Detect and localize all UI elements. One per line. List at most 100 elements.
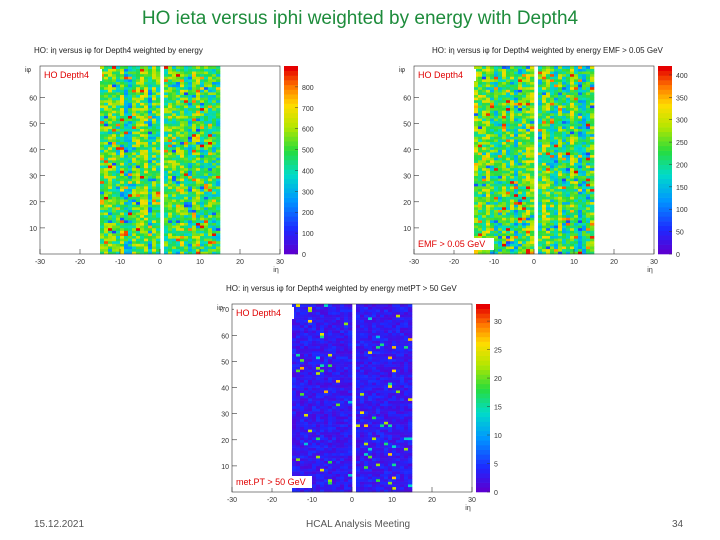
heatmap-cell <box>208 220 213 223</box>
heatmap-cell <box>518 222 523 226</box>
heatmap-cell <box>542 238 547 242</box>
heatmap-cell <box>104 76 109 80</box>
heatmap-cell <box>100 186 105 190</box>
heatmap-cell <box>554 99 559 103</box>
heatmap-cell <box>200 115 205 119</box>
heatmap-cell <box>164 136 169 140</box>
heatmap-cell <box>136 139 141 143</box>
heatmap-cell <box>538 251 543 255</box>
heatmap-cell <box>168 246 173 250</box>
heatmap-cell <box>562 84 567 88</box>
heatmap-cell <box>128 251 133 255</box>
heatmap-cell <box>542 251 547 255</box>
heatmap-cell <box>168 141 173 145</box>
heatmap-cell <box>168 201 173 205</box>
heatmap-cell <box>312 460 317 464</box>
heatmap-cell <box>518 94 523 98</box>
heatmap-cell <box>546 97 551 101</box>
heatmap-cell <box>156 144 161 148</box>
heatmap-cell <box>494 188 499 192</box>
heatmap-cell <box>176 94 181 98</box>
heatmap-cell <box>292 442 297 446</box>
heatmap-cell <box>590 183 595 187</box>
heatmap-cell <box>316 382 321 386</box>
heatmap-cell <box>316 405 321 409</box>
heatmap-cell <box>192 86 197 90</box>
heatmap-cell <box>546 84 551 88</box>
heatmap-cell <box>518 165 523 169</box>
heatmap-cell <box>538 157 543 161</box>
heatmap-cell <box>570 227 575 231</box>
heatmap-cell <box>212 222 217 226</box>
heatmap-cell <box>172 170 177 174</box>
heatmap-cell <box>486 154 491 158</box>
colorbar-swatch <box>284 141 298 147</box>
colorbar-swatch <box>284 216 298 222</box>
heatmap-cell <box>498 248 503 252</box>
heatmap-cell <box>510 73 515 77</box>
heatmap-cell <box>132 131 137 135</box>
heatmap-cell <box>100 160 105 163</box>
heatmap-cell <box>590 110 595 114</box>
heatmap-cell <box>128 133 133 137</box>
heatmap-cell <box>128 73 133 77</box>
heatmap-cell <box>494 99 499 103</box>
heatmap-cell <box>478 110 483 114</box>
heatmap-cell <box>494 251 499 255</box>
heatmap-cell <box>104 123 109 127</box>
heatmap-cell <box>312 468 317 472</box>
heatmap-cell <box>128 66 133 69</box>
heatmap-cell <box>474 113 479 116</box>
heatmap-cell <box>132 207 137 210</box>
heatmap-cell <box>176 227 181 231</box>
heatmap-cell <box>498 204 503 208</box>
colorbar-swatch <box>658 202 672 208</box>
heatmap-cell <box>204 107 209 111</box>
heatmap-cell <box>502 79 507 82</box>
heatmap-cell <box>494 154 499 158</box>
heatmap-cell <box>546 173 551 176</box>
heatmap-cell <box>490 68 495 72</box>
heatmap-cell <box>116 68 121 72</box>
heatmap-cell <box>200 220 205 223</box>
heatmap-cell <box>216 128 221 132</box>
heatmap-cell <box>494 160 499 163</box>
heatmap-cell <box>586 220 591 223</box>
heatmap-cell <box>308 309 313 313</box>
heatmap-cell <box>172 113 177 116</box>
heatmap-cell <box>172 173 177 176</box>
heatmap-cell <box>566 152 571 156</box>
heatmap-cell <box>152 165 157 169</box>
heatmap-cell <box>292 395 297 399</box>
heatmap-cell <box>490 207 495 210</box>
heatmap-cell <box>116 199 121 203</box>
colorbar-swatch <box>284 225 298 231</box>
heatmap-cell <box>120 152 125 156</box>
heatmap-cell <box>316 426 321 430</box>
heatmap-cell <box>184 141 189 145</box>
heatmap-cell <box>582 191 587 195</box>
heatmap-cell <box>208 180 213 184</box>
heatmap-cell <box>200 199 205 203</box>
heatmap-cell <box>108 144 113 148</box>
heatmap-cell <box>510 71 515 75</box>
heatmap-cell <box>208 212 213 216</box>
heatmap-cell <box>474 73 479 77</box>
heatmap-cell <box>304 413 309 417</box>
heatmap-cell <box>498 220 503 223</box>
heatmap-cell <box>558 79 563 82</box>
heatmap-cell <box>100 68 105 72</box>
heatmap-cell <box>570 152 575 156</box>
heatmap-cell <box>474 99 479 103</box>
heatmap-cell <box>148 139 153 143</box>
heatmap-cell <box>526 209 531 213</box>
heatmap-cell <box>566 251 571 255</box>
heatmap-cell <box>196 86 201 90</box>
heatmap-cell <box>546 123 551 127</box>
heatmap-cell <box>538 68 543 72</box>
heatmap-cell <box>216 178 221 182</box>
heatmap-cell <box>586 76 591 80</box>
heatmap-cell <box>168 123 173 127</box>
heatmap-cell <box>172 94 177 98</box>
heatmap-cell <box>100 175 105 179</box>
